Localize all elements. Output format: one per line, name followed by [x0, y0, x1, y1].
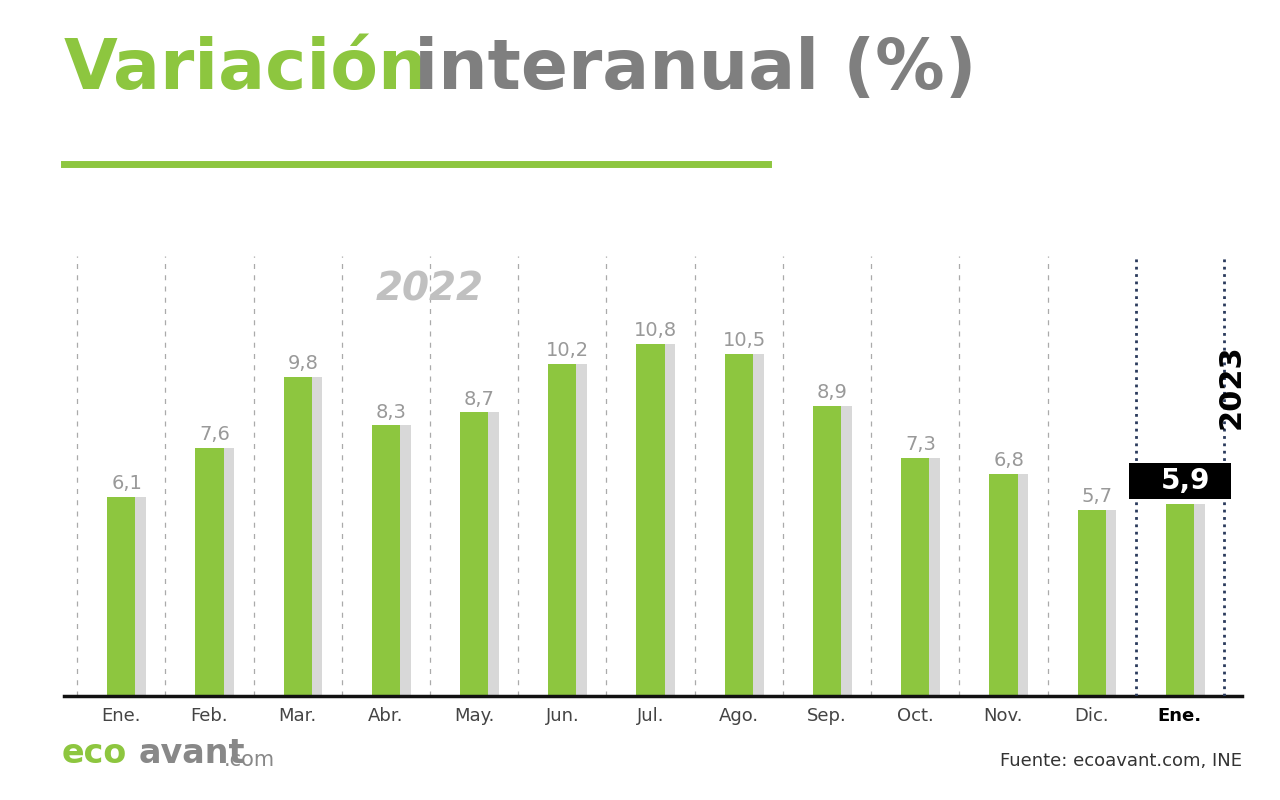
Bar — [901, 458, 929, 696]
Bar — [648, 344, 676, 696]
FancyBboxPatch shape — [1129, 463, 1230, 499]
Bar — [284, 377, 312, 696]
Bar — [1088, 510, 1116, 696]
Text: 7,6: 7,6 — [200, 426, 230, 444]
Text: interanual (%): interanual (%) — [390, 36, 977, 103]
Bar — [206, 448, 234, 696]
Text: 8,9: 8,9 — [817, 383, 847, 402]
Text: 5,7: 5,7 — [1082, 487, 1112, 506]
Bar — [196, 448, 224, 696]
Text: 10,8: 10,8 — [635, 321, 677, 340]
Text: 8,3: 8,3 — [376, 402, 407, 422]
Bar — [383, 426, 411, 696]
Text: Fuente: ecoavant.com, INE: Fuente: ecoavant.com, INE — [1000, 752, 1242, 770]
Text: 2022: 2022 — [376, 270, 484, 308]
Bar — [559, 363, 588, 696]
Bar — [372, 426, 401, 696]
Bar — [548, 363, 576, 696]
Bar — [735, 354, 763, 696]
Text: 6,8: 6,8 — [993, 451, 1024, 470]
Bar — [636, 344, 664, 696]
Bar — [1176, 504, 1204, 696]
Bar — [294, 377, 323, 696]
Text: 10,2: 10,2 — [547, 341, 589, 360]
Bar — [989, 474, 1018, 696]
Text: 8,7: 8,7 — [465, 390, 495, 409]
Bar — [1166, 504, 1194, 696]
Text: Variación: Variación — [64, 36, 429, 103]
Bar — [471, 413, 499, 696]
Bar — [1078, 510, 1106, 696]
Text: 5,9: 5,9 — [1161, 467, 1210, 495]
Text: eco: eco — [61, 737, 127, 770]
Bar — [813, 406, 841, 696]
Bar — [724, 354, 753, 696]
Text: 9,8: 9,8 — [288, 354, 319, 373]
Bar — [118, 497, 146, 696]
Text: .com: .com — [224, 750, 275, 770]
Text: avant: avant — [138, 737, 244, 770]
Text: 10,5: 10,5 — [722, 331, 765, 350]
Text: 7,3: 7,3 — [905, 435, 936, 454]
Text: 6,1: 6,1 — [111, 474, 142, 494]
Bar — [911, 458, 940, 696]
Bar — [1000, 474, 1028, 696]
Bar — [108, 497, 136, 696]
Text: 2023: 2023 — [1216, 344, 1245, 429]
Bar — [460, 413, 488, 696]
Bar — [823, 406, 851, 696]
